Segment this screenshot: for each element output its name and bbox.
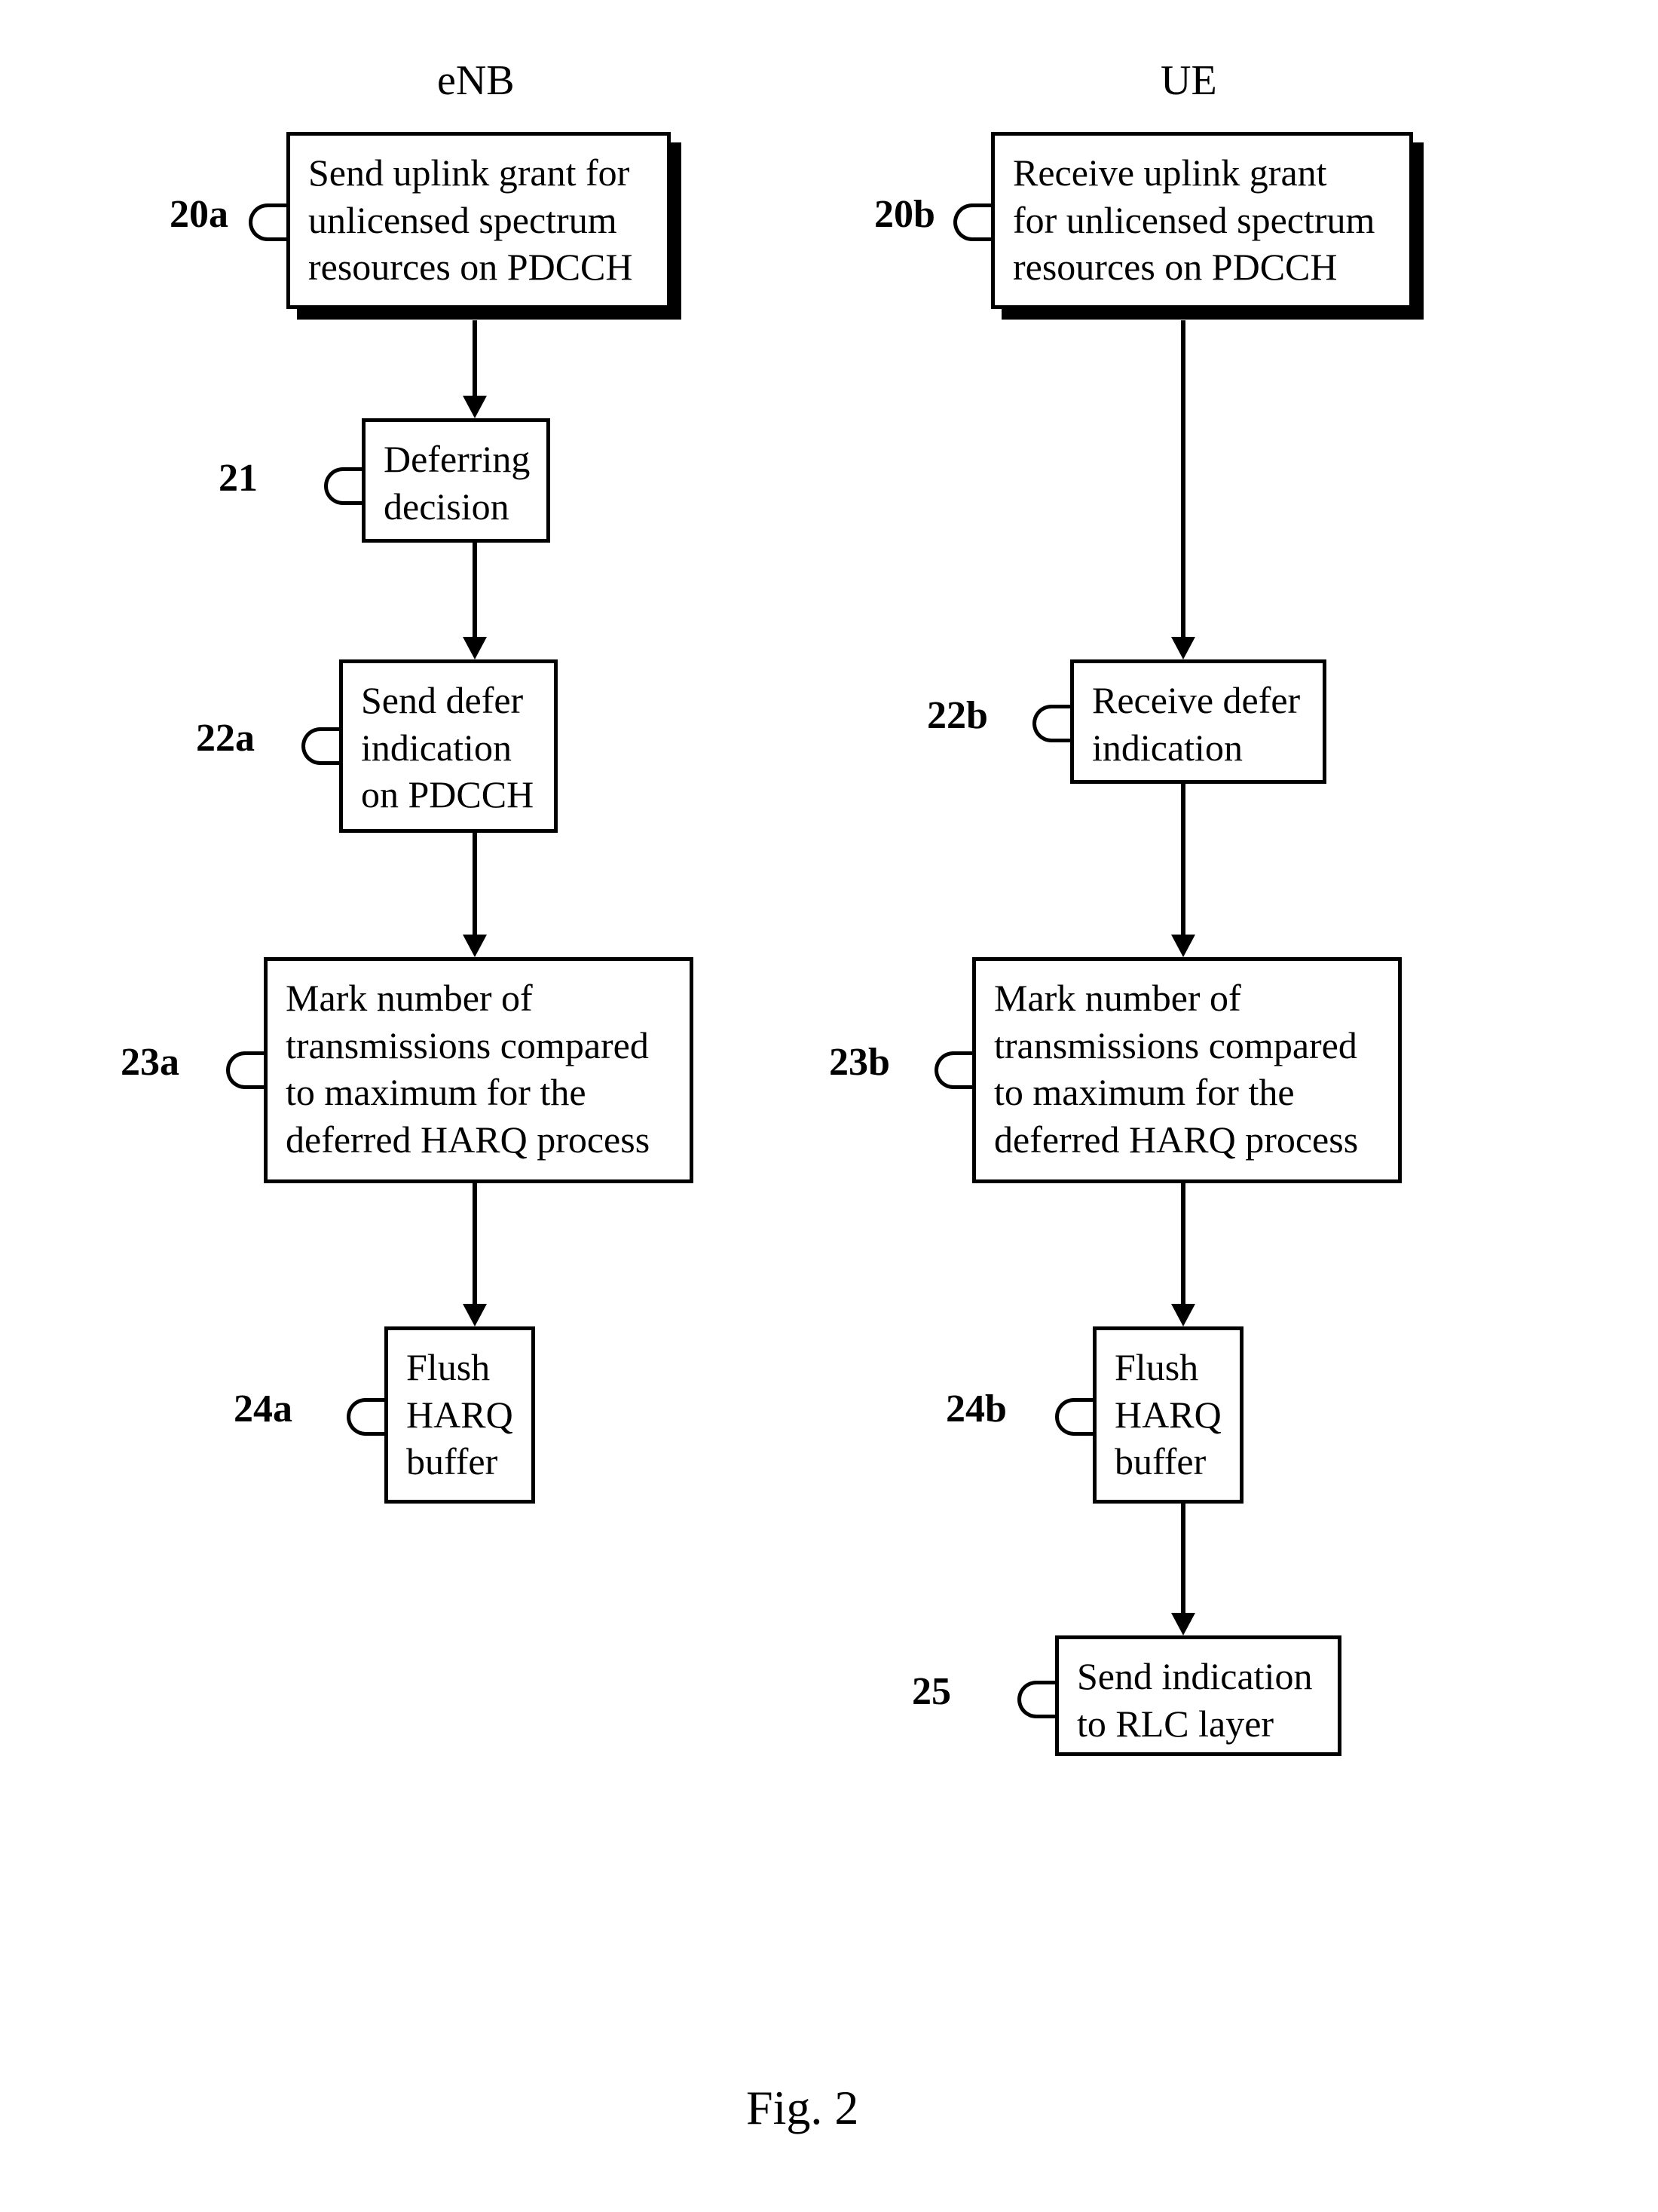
node-23a: Mark number of transmissions compared to… <box>264 957 693 1183</box>
ref-24b: 24b <box>946 1387 1007 1431</box>
arrow-23b-24b <box>1181 1183 1185 1308</box>
tie-22a <box>301 727 339 765</box>
node-24b: Flush HARQ buffer <box>1093 1326 1244 1504</box>
column-header-ue: UE <box>1161 57 1217 105</box>
arrow-head-icon <box>463 1304 487 1326</box>
tie-20b <box>953 203 991 241</box>
node-22a: Send defer indication on PDCCH <box>339 659 558 833</box>
arrow-22a-23a <box>473 833 477 938</box>
figure-caption: Fig. 2 <box>746 2080 858 2136</box>
tie-24b <box>1055 1398 1093 1436</box>
arrow-21-22a <box>473 543 477 641</box>
arrow-head-icon <box>1171 1613 1195 1635</box>
ref-22b: 22b <box>927 693 988 738</box>
tie-25 <box>1017 1681 1055 1718</box>
arrow-24b-25 <box>1181 1504 1185 1617</box>
arrow-head-icon <box>463 935 487 957</box>
ref-22a: 22a <box>196 716 255 760</box>
arrow-head-icon <box>463 637 487 659</box>
node-24a: Flush HARQ buffer <box>384 1326 535 1504</box>
ref-24a: 24a <box>234 1387 292 1431</box>
arrow-20b-22b <box>1181 320 1185 641</box>
flowchart-page: eNB UE Send uplink grant for unlicensed … <box>0 0 1658 2212</box>
ref-20a: 20a <box>170 192 228 237</box>
arrow-head-icon <box>1171 1304 1195 1326</box>
tie-23b <box>935 1051 972 1089</box>
arrow-head-icon <box>1171 935 1195 957</box>
node-20b: Receive uplink grant for unlicensed spec… <box>991 132 1413 309</box>
tie-20a <box>249 203 286 241</box>
node-25: Send indication to RLC layer <box>1055 1635 1341 1756</box>
column-header-enb: eNB <box>437 57 515 105</box>
ref-23b: 23b <box>829 1040 890 1085</box>
node-22b: Receive defer indication <box>1070 659 1326 784</box>
ref-20b: 20b <box>874 192 935 237</box>
tie-22b <box>1032 705 1070 742</box>
arrow-23a-24a <box>473 1183 477 1308</box>
node-23b: Mark number of transmissions compared to… <box>972 957 1402 1183</box>
arrow-22b-23b <box>1181 784 1185 938</box>
ref-21: 21 <box>219 456 258 500</box>
ref-23a: 23a <box>121 1040 179 1085</box>
arrow-head-icon <box>1171 637 1195 659</box>
node-20a: Send uplink grant for unlicensed spectru… <box>286 132 671 309</box>
arrow-20a-21 <box>473 320 477 399</box>
tie-21 <box>324 467 362 505</box>
tie-24a <box>347 1398 384 1436</box>
node-21: Deferring decision <box>362 418 550 543</box>
arrow-head-icon <box>463 396 487 418</box>
tie-23a <box>226 1051 264 1089</box>
ref-25: 25 <box>912 1669 951 1714</box>
